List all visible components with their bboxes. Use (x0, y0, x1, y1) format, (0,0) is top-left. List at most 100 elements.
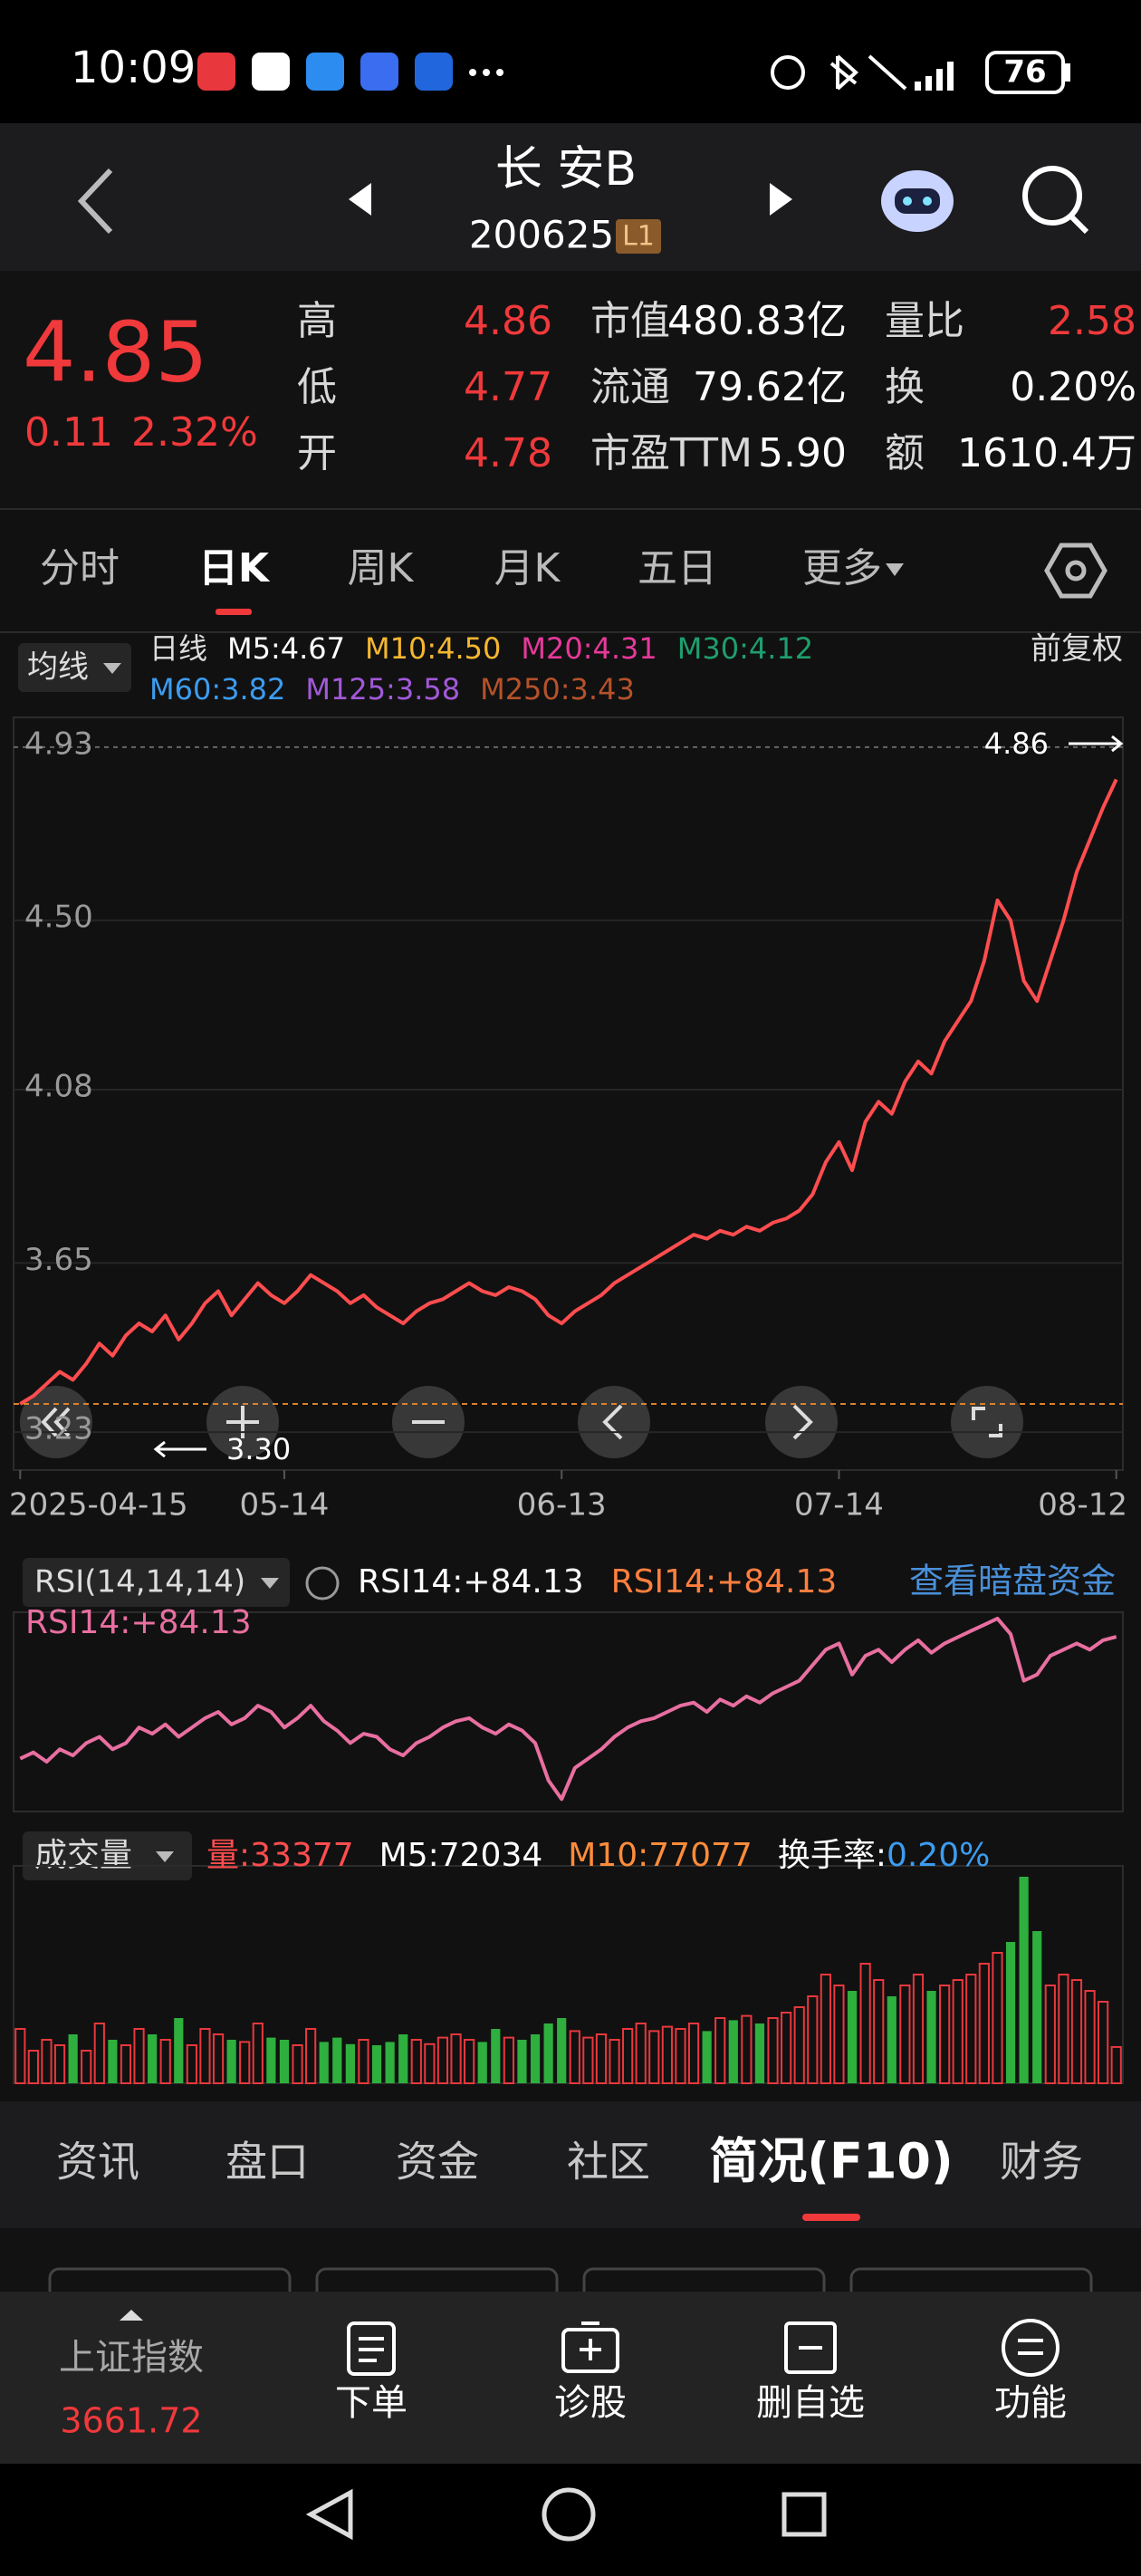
field-label: 低 (297, 364, 337, 410)
index-value[interactable]: 3661.72 (60, 2401, 202, 2441)
volume-bar (41, 2039, 53, 2084)
y-tick-label: 4.93 (24, 726, 93, 762)
volume-bar (212, 2033, 225, 2084)
y-tick-label: 3.65 (24, 1242, 93, 1278)
volume-bar (305, 2028, 317, 2084)
section-tab[interactable]: 简况(F10) (709, 2133, 953, 2190)
battery-tip (1065, 63, 1070, 82)
toolbar-button[interactable]: 删自选 (756, 2382, 865, 2424)
sub-buttons (0, 2228, 1141, 2292)
volume-bar (279, 2040, 290, 2083)
period-tab[interactable]: 周K (348, 545, 415, 591)
ma-legend: M125:3.58 (305, 672, 460, 706)
volume-selector[interactable]: 成交量 (34, 1837, 132, 1874)
volume-bar (68, 2034, 78, 2083)
section-tab[interactable]: 资讯 (56, 2138, 139, 2187)
volume-bar (159, 2039, 171, 2084)
toolbar-button[interactable]: 下单 (335, 2382, 408, 2424)
volume-bar (847, 1991, 858, 2083)
stock-name: 长 安B (495, 142, 637, 197)
toolbar-button[interactable]: 诊股 (554, 2382, 627, 2424)
period-tab[interactable]: 日K (198, 545, 271, 591)
volume-bar (781, 2012, 792, 2084)
section-tab[interactable]: 财务 (1000, 2138, 1083, 2187)
panel-frame (13, 1611, 1124, 1812)
volume-bar (174, 2018, 184, 2083)
ma-legend: M10:4.50 (365, 631, 501, 666)
volume-bar (252, 2023, 264, 2084)
dropdown-arrow (103, 663, 121, 674)
rsi-line (19, 1616, 1117, 1802)
field-value: 4.78 (464, 430, 552, 476)
volume-bar (543, 2023, 553, 2083)
battery (985, 51, 1065, 94)
help-icon[interactable] (305, 1566, 340, 1600)
volume-bar (926, 1991, 936, 2083)
nav-buttons[interactable] (305, 2487, 827, 2542)
toolbar-button[interactable]: 功能 (994, 2382, 1067, 2424)
volume-bar (266, 2037, 276, 2083)
volume-selector-bg[interactable] (23, 1831, 192, 1880)
high-label: 4.86 (984, 726, 1049, 761)
rsi-selector[interactable]: RSI(14,14,14) (34, 1564, 245, 1600)
search-icon[interactable] (1022, 166, 1089, 235)
index-name[interactable]: 上证指数 (59, 2337, 204, 2379)
volume-bar (635, 2023, 647, 2084)
y-tick-label: 3.23 (24, 1411, 93, 1447)
volume-bar (53, 2044, 66, 2084)
volume-bar (859, 1963, 871, 2084)
dropdown-arrow (261, 1578, 279, 1589)
field-label: 开 (297, 430, 337, 476)
volume-bar (93, 2023, 105, 2084)
ma-selector-bg[interactable] (18, 643, 131, 692)
dropdown-arrow (156, 1851, 174, 1862)
period-tab[interactable]: 分时 (40, 545, 120, 591)
volume-bar (1032, 1931, 1042, 2083)
volume-bar (992, 1952, 1003, 2084)
section-tab[interactable]: 盘口 (225, 2138, 309, 2187)
assistant-icon[interactable] (881, 170, 954, 232)
ma-legend: 日线 (149, 631, 207, 666)
volume-bar (1005, 1942, 1016, 2083)
volume-bar (1019, 1877, 1029, 2083)
rsi-legend: RSI14:+84.13 (25, 1604, 252, 1641)
dark-pool-link[interactable]: 查看暗盘资金 (909, 1562, 1116, 1601)
period-tab[interactable]: 更多 (802, 545, 882, 591)
back-button[interactable] (77, 168, 113, 235)
next-stock[interactable] (770, 183, 792, 216)
volume-bar (728, 2020, 738, 2083)
volume-bar (557, 2018, 567, 2083)
volume-bar (358, 2039, 369, 2084)
clock: 10:09 (71, 43, 196, 93)
field-value: 1610.4万 (957, 430, 1136, 476)
volume-bar (741, 2014, 753, 2085)
prev-stock[interactable] (349, 183, 371, 216)
volume-bar (332, 2037, 342, 2083)
volume-bar (648, 2030, 660, 2084)
toolbar-icons (347, 2319, 1060, 2377)
section-tab[interactable]: 资金 (396, 2138, 479, 2187)
quote-panel (0, 271, 1141, 509)
volume-bar (148, 2034, 158, 2083)
volume-bar (569, 2030, 580, 2084)
volume-bar (345, 2043, 355, 2083)
rsi-selector-bg[interactable] (23, 1558, 290, 1607)
field-value: 2.58 (1048, 298, 1136, 344)
adjust-mode[interactable]: 前复权 (1031, 631, 1123, 668)
volume-bar (754, 2023, 765, 2083)
ma-selector[interactable]: 均线 (27, 649, 89, 686)
section-tab[interactable]: 社区 (567, 2138, 650, 2187)
x-tick-label: 05-14 (240, 1487, 330, 1523)
field-value: 79.62亿 (693, 364, 847, 410)
settings-icon[interactable] (1044, 543, 1107, 599)
field-label: 高 (297, 298, 337, 344)
period-tab[interactable]: 月K (494, 545, 561, 591)
period-tab[interactable]: 五日 (638, 545, 717, 591)
ma-legend: M250:3.43 (480, 672, 635, 706)
field-value: 4.77 (464, 364, 552, 410)
section-tabs (0, 2101, 1141, 2228)
volume-bar (820, 1974, 831, 2084)
volume-bar (385, 2042, 395, 2083)
dropdown-arrow (886, 563, 904, 576)
panel-frame (13, 716, 1124, 1471)
